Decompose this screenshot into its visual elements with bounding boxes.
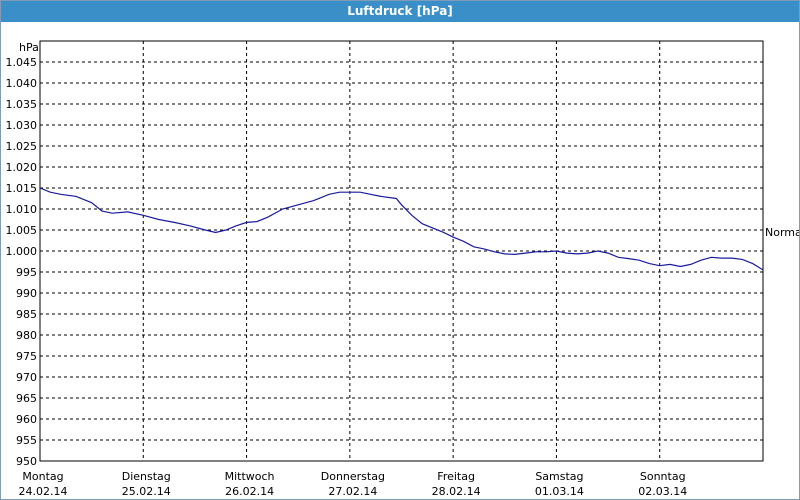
y-tick-label: 1.045 (6, 56, 38, 69)
y-tick-label: 1.010 (6, 203, 38, 216)
y-tick-label: 965 (16, 392, 37, 405)
x-tick-date-label: 24.02.14 (19, 485, 68, 498)
y-tick-label: 980 (16, 329, 37, 342)
y-tick-label: 1.025 (6, 140, 38, 153)
y-tick-label: 970 (16, 371, 37, 384)
y-tick-label: 1.015 (6, 182, 38, 195)
y-tick-label: 1.040 (6, 77, 38, 90)
x-tick-day-label: Montag (22, 470, 63, 483)
y-axis-ticks: 950 955 960 965 970 975 980 985 990 995 1.000 1.005… (6, 56, 38, 468)
x-tick-day-label: Dienstag (122, 470, 171, 483)
y-tick-label: 950 (16, 455, 37, 468)
x-tick-day-label: Mittwoch (225, 470, 275, 483)
normal-reference-label: Normal (765, 226, 799, 239)
x-tick-date-label: 02.03.14 (638, 485, 687, 498)
x-tick-date-label: 01.03.14 (535, 485, 584, 498)
y-tick-label: 1.035 (6, 98, 38, 111)
pressure-series-line (39, 187, 764, 271)
chart-title: Luftdruck [hPa] (1, 1, 799, 22)
x-tick-day-label: Freitag (437, 470, 475, 483)
x-tick-day-label: Samstag (535, 470, 583, 483)
y-tick-label: 960 (16, 413, 37, 426)
y-tick-label: 1.020 (6, 161, 38, 174)
y-tick-label: 990 (16, 287, 37, 300)
x-tick-day-label: Sonntag (640, 470, 686, 483)
y-axis-unit-label: hPa (19, 41, 39, 54)
y-tick-label: 985 (16, 308, 37, 321)
grid-lines (40, 41, 763, 461)
x-tick-date-label: 27.02.14 (328, 485, 377, 498)
y-tick-label: 975 (16, 350, 37, 363)
y-tick-label: 1.005 (6, 224, 38, 237)
y-tick-label: 955 (16, 434, 37, 447)
y-tick-label: 995 (16, 266, 37, 279)
y-tick-label: 1.030 (6, 119, 38, 132)
x-tick-day-label: Donnerstag (321, 470, 385, 483)
x-tick-date-label: 25.02.14 (122, 485, 171, 498)
x-axis-ticks: Montag 24.02.14 Dienstag 25.02.14 Mittwoch 26… (19, 470, 688, 498)
x-tick-date-label: 26.02.14 (225, 485, 274, 498)
y-tick-label: 1.000 (6, 245, 38, 258)
x-tick-date-label: 28.02.14 (432, 485, 481, 498)
